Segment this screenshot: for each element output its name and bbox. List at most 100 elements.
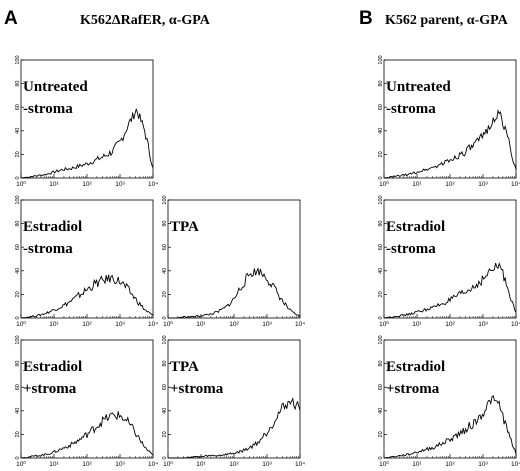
histogram-trace [383,262,517,319]
histogram-svg: 0 20 40 60 80 100 10⁰ 10¹ 10² 10³ 10⁴ [15,195,158,328]
y-tick-label: 100 [162,335,168,344]
x-tick-label: 10⁴ [511,181,520,188]
y-tick-label: 80 [162,361,168,367]
condition-label-line: +stroma [386,381,440,397]
histogram-trace [168,396,301,459]
y-tick-label: 20 [15,291,21,297]
x-tick-label: 10⁰ [163,320,173,328]
x-tick-label: 10⁴ [295,461,305,468]
x-tick-label: 10⁴ [148,321,158,328]
histogram-plot: 0 20 40 60 80 100 10⁰ 10¹ 10² 10³ 10⁴ Estradiol +str… [371,335,520,468]
y-tick-label: 80 [378,361,384,367]
histogram-svg: 0 20 40 60 80 100 10⁰ 10¹ 10² 10³ 10⁴ [15,55,158,188]
condition-label: TPA +stroma [170,356,223,400]
condition-label: Untreated -stroma [386,76,451,120]
x-tick-label: 10⁰ [16,180,26,188]
x-tick-label: 10² [82,321,92,328]
y-tick-label: 20 [15,151,21,157]
panel-title-a: K562ΔRafER, α-GPA [80,13,210,28]
y-tick-label: 80 [15,81,21,87]
x-tick-label: 10⁴ [148,461,158,468]
histogram-svg: 0 20 40 60 80 100 10⁰ 10¹ 10² 10³ 10⁴ [378,55,520,188]
y-tick-label: 100 [378,195,384,204]
histogram-trace [383,395,517,459]
y-tick-label: 80 [378,221,384,227]
y-tick-label: 60 [162,384,168,390]
x-tick-label: 10⁰ [16,460,26,468]
y-tick-label: 80 [162,221,168,227]
x-tick-label: 10⁰ [379,460,389,468]
x-tick-label: 10¹ [49,181,59,188]
condition-label-line: Estradiol [386,219,446,235]
x-tick-label: 10⁰ [16,320,26,328]
histogram-trace [168,267,301,319]
histogram-plot: 0 20 40 60 80 100 10⁰ 10¹ 10² 10³ 10⁴ Estradiol -str… [8,195,158,328]
condition-label: Untreated -stroma [23,76,88,120]
condition-label-line: Untreated [23,79,88,95]
x-tick-label: 10³ [115,461,125,468]
histogram-trace [20,107,154,179]
y-tick-label: 40 [15,128,21,134]
condition-label: Estradiol -stroma [386,216,445,260]
y-tick-label: 20 [378,291,384,297]
condition-label: TPA [170,216,199,238]
x-tick-label: 10² [82,181,92,188]
x-tick-label: 10³ [262,321,272,328]
x-tick-label: 10³ [115,181,125,188]
y-tick-label: 40 [162,268,168,274]
condition-label-line: +stroma [23,381,77,397]
y-tick-label: 100 [15,335,21,344]
y-tick-label: 0 [378,316,384,319]
histogram-plot: 0 20 40 60 80 100 10⁰ 10¹ 10² 10³ 10⁴ Estradiol +str… [8,335,158,468]
histogram-plot: 0 20 40 60 80 100 10⁰ 10¹ 10² 10³ 10⁴ Estradiol -str… [371,195,520,328]
x-tick-label: 10³ [478,181,488,188]
histogram-trace [383,108,517,179]
x-tick-label: 10³ [262,461,272,468]
y-tick-label: 100 [378,55,384,64]
y-tick-label: 100 [162,195,168,204]
condition-label-line: Estradiol [386,359,446,375]
y-tick-label: 0 [378,176,384,179]
x-tick-label: 10⁴ [148,181,158,188]
y-tick-label: 0 [162,456,168,459]
y-tick-label: 20 [378,431,384,437]
x-tick-label: 10⁰ [379,180,389,188]
y-tick-label: 40 [378,128,384,134]
condition-label-line: -stroma [23,101,73,117]
y-tick-label: 40 [378,408,384,414]
x-tick-label: 10² [445,321,455,328]
x-tick-label: 10¹ [412,181,422,188]
condition-label: Estradiol +stroma [23,356,82,400]
condition-label-line: +stroma [170,381,224,397]
x-tick-label: 10³ [478,321,488,328]
y-tick-label: 40 [378,268,384,274]
histogram-svg: 0 20 40 60 80 100 10⁰ 10¹ 10² 10³ 10⁴ [378,195,520,328]
panel-label-a: A [4,8,18,29]
x-tick-label: 10⁰ [379,320,389,328]
y-tick-label: 100 [15,195,21,204]
x-tick-label: 10¹ [196,461,206,468]
condition-label-line: Untreated [386,79,451,95]
histogram-plot: 0 20 40 60 80 100 10⁰ 10¹ 10² 10³ 10⁴ Untreated -str… [8,55,158,188]
x-tick-label: 10² [82,461,92,468]
y-tick-label: 60 [378,384,384,390]
histogram-svg: 0 20 40 60 80 100 10⁰ 10¹ 10² 10³ 10⁴ [378,335,520,468]
y-tick-label: 80 [15,361,21,367]
x-tick-label: 10¹ [412,461,422,468]
histogram-svg: 0 20 40 60 80 100 10⁰ 10¹ 10² 10³ 10⁴ [15,335,158,468]
y-tick-label: 20 [378,151,384,157]
histogram-trace [20,274,154,319]
histogram-plot: 0 20 40 60 80 100 10⁰ 10¹ 10² 10³ 10⁴ Untreated -str… [371,55,520,188]
y-tick-label: 0 [162,316,168,319]
y-tick-label: 60 [378,244,384,250]
condition-label: Estradiol -stroma [23,216,82,260]
y-tick-label: 60 [15,384,21,390]
y-tick-label: 100 [15,55,21,64]
panel-title-b: K562 parent, α-GPA [385,13,508,28]
y-tick-label: 0 [15,316,21,319]
histogram-svg: 0 20 40 60 80 100 10⁰ 10¹ 10² 10³ 10⁴ [162,195,305,328]
y-tick-label: 0 [15,456,21,459]
condition-label-line: Estradiol [23,219,83,235]
x-tick-label: 10² [229,461,239,468]
histogram-plot: 0 20 40 60 80 100 10⁰ 10¹ 10² 10³ 10⁴ TPA [155,195,305,328]
